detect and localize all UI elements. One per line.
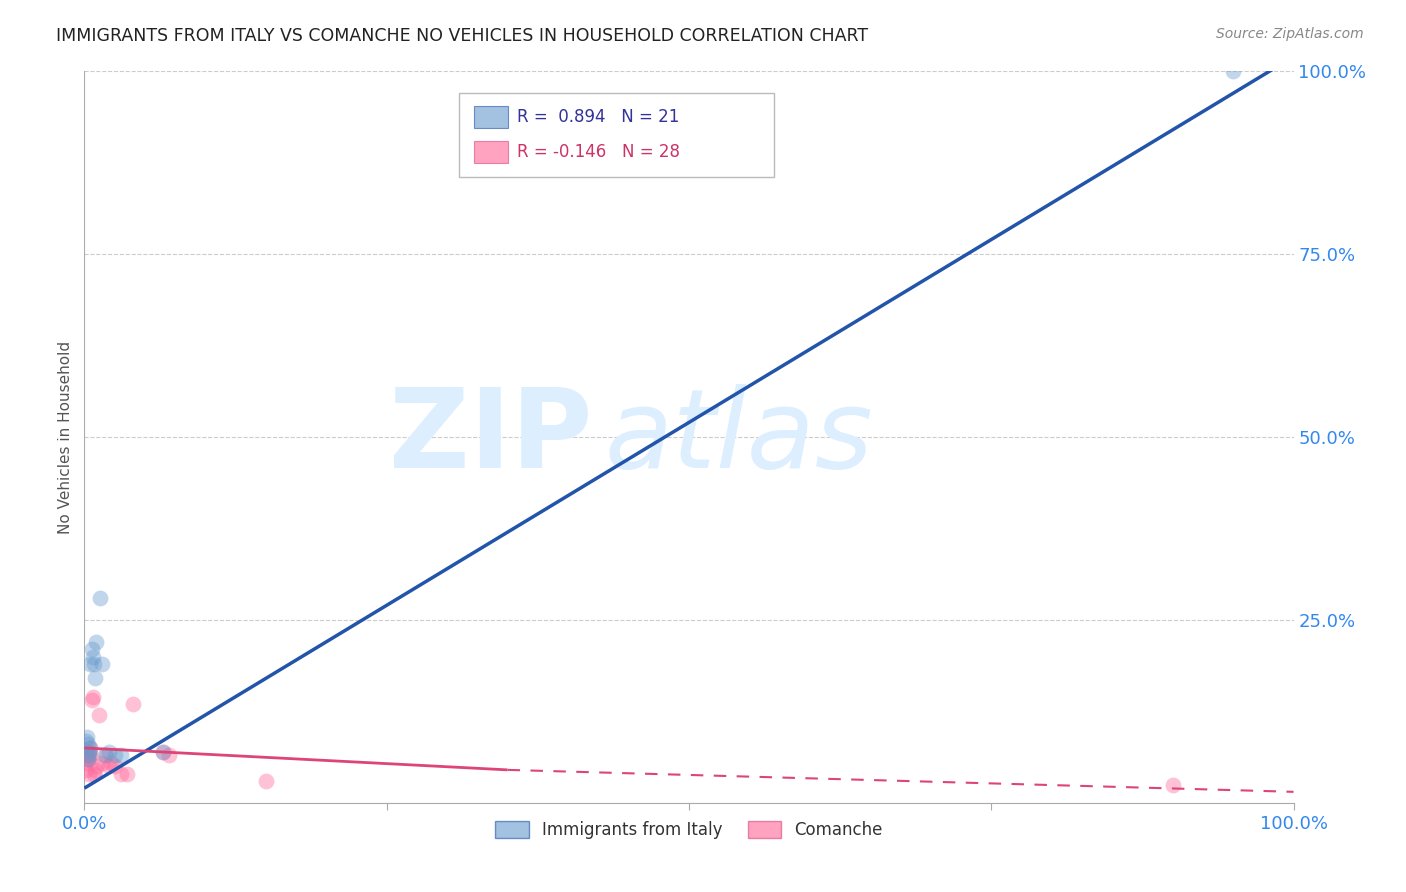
Point <box>77 752 100 766</box>
Point <box>79 748 101 763</box>
Point <box>77 748 100 763</box>
Point <box>80 693 103 707</box>
Point <box>76 730 98 744</box>
FancyBboxPatch shape <box>474 106 508 128</box>
Point <box>110 748 132 763</box>
Point <box>84 672 107 686</box>
Point <box>115 766 138 780</box>
Point <box>83 766 105 780</box>
Point <box>94 748 117 763</box>
Point <box>77 748 100 763</box>
Point <box>77 745 100 759</box>
FancyBboxPatch shape <box>474 141 508 163</box>
Point <box>87 708 110 723</box>
Point <box>100 756 122 770</box>
Point <box>77 766 100 780</box>
Point <box>75 733 97 747</box>
Y-axis label: No Vehicles in Household: No Vehicles in Household <box>58 341 73 533</box>
Point <box>76 752 98 766</box>
Point <box>75 763 97 777</box>
Point <box>110 766 132 780</box>
Text: R = -0.146   N = 28: R = -0.146 N = 28 <box>517 143 681 161</box>
Point <box>152 745 174 759</box>
Point <box>86 635 108 649</box>
Point <box>97 759 120 773</box>
Point <box>82 690 104 704</box>
Point <box>1222 64 1244 78</box>
Point <box>1161 778 1184 792</box>
Point <box>121 697 143 711</box>
Point <box>104 748 127 763</box>
Point <box>76 748 98 763</box>
FancyBboxPatch shape <box>460 94 773 178</box>
Point <box>91 756 114 770</box>
Point <box>75 756 97 770</box>
Point <box>89 591 111 605</box>
Point <box>157 748 180 763</box>
Point <box>94 748 117 763</box>
Point <box>79 657 101 671</box>
Text: R =  0.894   N = 21: R = 0.894 N = 21 <box>517 109 679 127</box>
Point <box>77 737 100 751</box>
Point <box>77 745 100 759</box>
Legend: Immigrants from Italy, Comanche: Immigrants from Italy, Comanche <box>489 814 889 846</box>
Point <box>79 740 101 755</box>
Text: ZIP: ZIP <box>389 384 592 491</box>
Text: atlas: atlas <box>605 384 873 491</box>
Text: Source: ZipAtlas.com: Source: ZipAtlas.com <box>1216 27 1364 41</box>
Point <box>104 759 127 773</box>
Point <box>83 657 105 671</box>
Text: IMMIGRANTS FROM ITALY VS COMANCHE NO VEHICLES IN HOUSEHOLD CORRELATION CHART: IMMIGRANTS FROM ITALY VS COMANCHE NO VEH… <box>56 27 869 45</box>
Point <box>152 745 174 759</box>
Point <box>91 657 114 671</box>
Point <box>80 642 103 657</box>
Point <box>84 763 107 777</box>
Point <box>86 759 108 773</box>
Point <box>254 773 277 788</box>
Point <box>77 752 100 766</box>
Point <box>82 649 104 664</box>
Point <box>97 745 120 759</box>
Point <box>79 740 101 755</box>
